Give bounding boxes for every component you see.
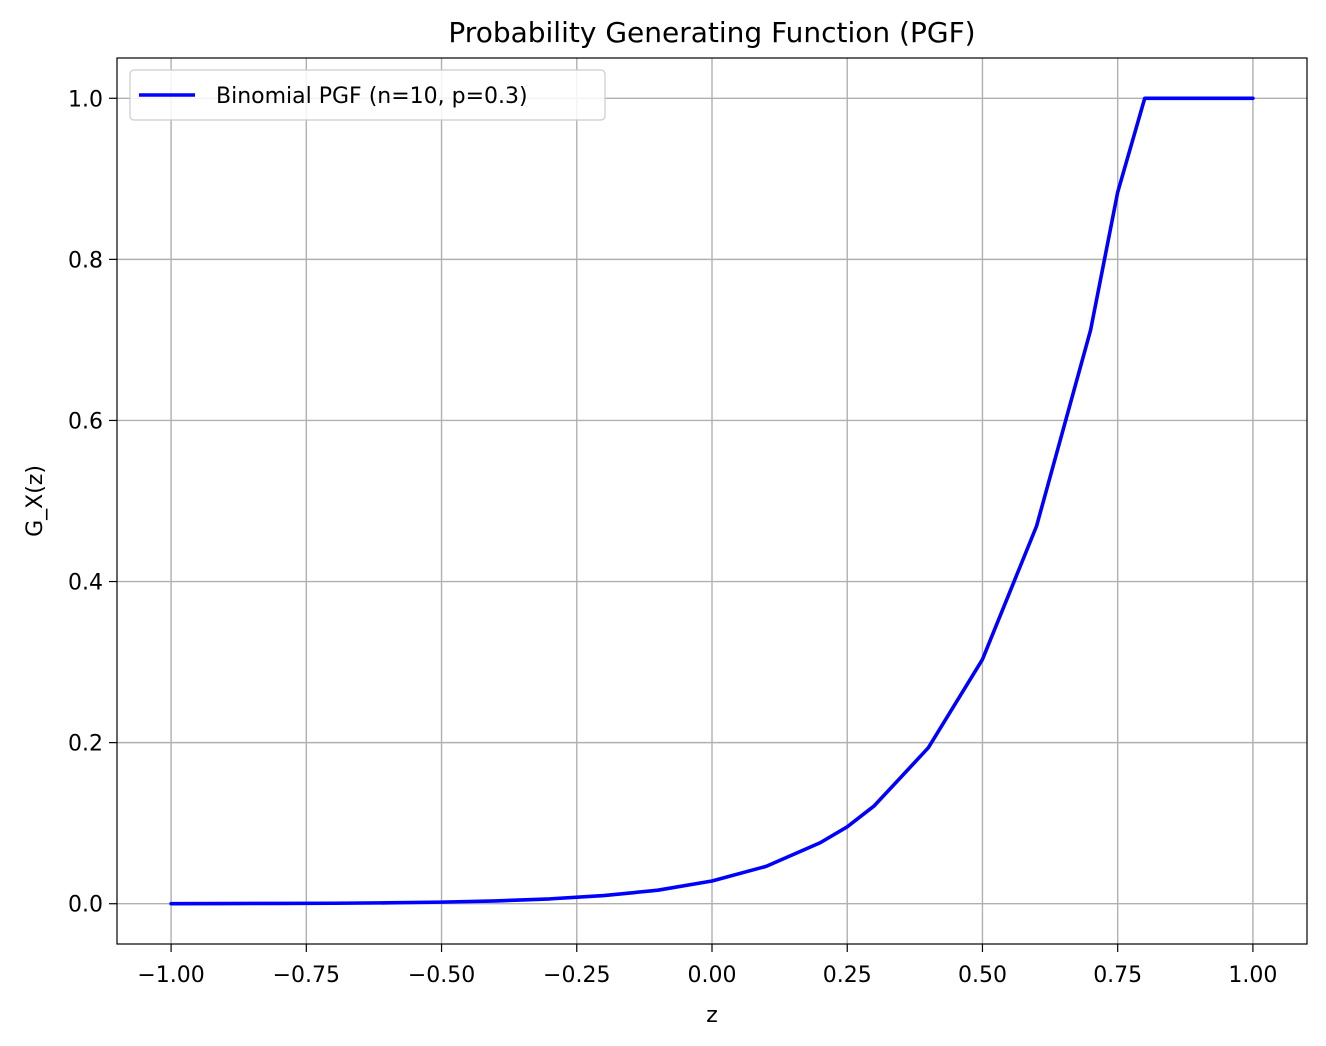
- x-tick-label: −1.00: [137, 963, 204, 988]
- axes: −1.00 −0.75 −0.50 −0.25 0.00 0.25 0.50 0.75 1.00…: [68, 87, 1277, 988]
- legend-box: [129, 69, 606, 121]
- x-axis-label: z: [706, 1003, 718, 1028]
- y-axis-label: G_X(z): [23, 465, 48, 537]
- chart-title: Probability Generating Function (PGF): [448, 16, 975, 49]
- y-tick-label: 0.4: [68, 571, 103, 596]
- y-tick-label: 0.0: [68, 893, 103, 918]
- x-tick-label: 0.75: [1093, 963, 1142, 988]
- y-tick-label: 0.2: [68, 732, 103, 757]
- x-tick-label: −0.25: [543, 963, 610, 988]
- legend-label: Binomial PGF (n=10, p=0.3): [216, 84, 528, 109]
- y-tick-label: 1.0: [68, 87, 103, 112]
- x-tick-label: −0.50: [408, 963, 475, 988]
- x-tick-label: 0.50: [958, 963, 1007, 988]
- series-line-0: [169, 96, 1255, 906]
- grid-lines: [117, 58, 1307, 944]
- x-tick-label: 0.25: [823, 963, 872, 988]
- series-layer: [169, 96, 1255, 906]
- y-tick-label: 0.6: [68, 409, 103, 434]
- legend: Binomial PGF (n=10, p=0.3): [129, 69, 606, 121]
- x-tick-label: 1.00: [1228, 963, 1277, 988]
- y-tick-label: 0.8: [68, 248, 103, 273]
- x-tick-label: −0.75: [273, 963, 340, 988]
- x-tick-label: 0.00: [688, 963, 737, 988]
- plot-area-frame: [116, 57, 1308, 945]
